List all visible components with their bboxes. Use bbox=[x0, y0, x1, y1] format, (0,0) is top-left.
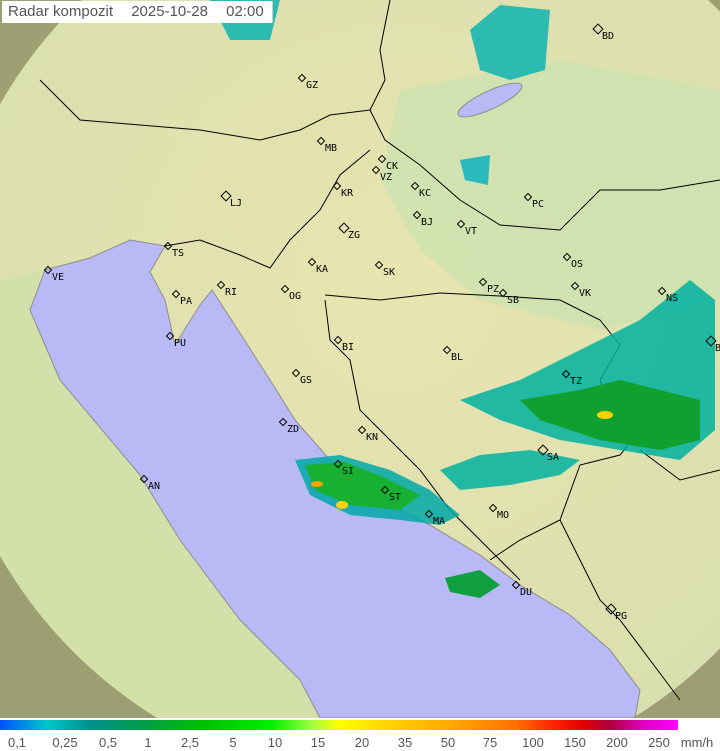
city-label: MA bbox=[433, 516, 446, 527]
radar-echoes bbox=[210, 0, 715, 598]
scale-tick: 0,25 bbox=[52, 735, 78, 750]
scale-tick: 2,5 bbox=[180, 735, 200, 750]
scale-tick: 200 bbox=[606, 735, 628, 750]
scale-tick: 100 bbox=[522, 735, 544, 750]
scale-tick: 1 bbox=[144, 735, 152, 750]
city-label: KN bbox=[366, 432, 379, 443]
city-label: MO bbox=[497, 510, 510, 521]
city-label: TZ bbox=[570, 376, 583, 387]
city-label: BG bbox=[715, 343, 720, 354]
city-label: SK bbox=[383, 267, 396, 278]
city-label: NS bbox=[666, 293, 679, 304]
outside-range bbox=[0, 0, 720, 718]
city-label: RI bbox=[225, 287, 238, 298]
scale-tick: 0,5 bbox=[98, 735, 118, 750]
title-text: Radar kompozit bbox=[8, 3, 114, 20]
scale-unit: mm/h bbox=[680, 735, 714, 750]
city-label: SB bbox=[507, 295, 520, 306]
city-label: DU bbox=[520, 587, 533, 598]
city-label: GS bbox=[300, 375, 313, 386]
city-label: OS bbox=[571, 259, 584, 270]
scale-tick: 250 bbox=[648, 735, 670, 750]
scale-tick: 20 bbox=[354, 735, 370, 750]
city-label: PG bbox=[615, 611, 628, 622]
city-label: ST bbox=[389, 492, 402, 503]
color-scale-labels: 0,1 0,25 0,5 1 2,5 5 10 15 20 35 50 75 1… bbox=[0, 735, 720, 751]
city-label: SI bbox=[342, 466, 355, 477]
title-date: 2025-10-28 bbox=[131, 3, 208, 20]
map-title: Radar kompozit 2025-10-28 02:00 bbox=[2, 1, 273, 23]
city-label: VE bbox=[52, 272, 65, 283]
scale-tick: 50 bbox=[440, 735, 456, 750]
city-label: VT bbox=[465, 226, 478, 237]
scale-tick: 75 bbox=[482, 735, 498, 750]
lake-balaton bbox=[457, 82, 523, 118]
precipitation-color-scale bbox=[0, 720, 678, 730]
scale-tick: 5 bbox=[229, 735, 237, 750]
city-label: KC bbox=[419, 188, 432, 199]
city-label: PU bbox=[174, 338, 187, 349]
scale-tick: 150 bbox=[564, 735, 586, 750]
city-label: TS bbox=[172, 248, 185, 259]
scale-tick: 10 bbox=[267, 735, 283, 750]
city-label: ZG bbox=[348, 230, 361, 241]
city-label: BD bbox=[602, 31, 615, 42]
radar-map[interactable] bbox=[0, 0, 720, 718]
city-label: AN bbox=[148, 481, 161, 492]
city-label: KA bbox=[316, 264, 329, 275]
city-label: KR bbox=[341, 188, 354, 199]
city-label: OG bbox=[289, 291, 302, 302]
city-label: BL bbox=[451, 352, 464, 363]
city-label: ZD bbox=[287, 424, 300, 435]
city-label: BJ bbox=[421, 217, 434, 228]
city-label: BI bbox=[342, 342, 355, 353]
city-label: PZ bbox=[487, 284, 500, 295]
city-label: LJ bbox=[230, 198, 243, 209]
city-label: VK bbox=[579, 288, 592, 299]
city-label: PA bbox=[180, 296, 193, 307]
scale-tick: 0,1 bbox=[7, 735, 27, 750]
city-label: SA bbox=[547, 452, 560, 463]
scale-tick: 15 bbox=[310, 735, 326, 750]
city-label: GZ bbox=[306, 80, 319, 91]
title-time: 02:00 bbox=[226, 3, 264, 20]
city-label: MB bbox=[325, 143, 338, 154]
city-label: PC bbox=[532, 199, 545, 210]
city-label: VZ bbox=[380, 172, 393, 183]
scale-tick: 35 bbox=[397, 735, 413, 750]
city-label: CK bbox=[386, 161, 399, 172]
